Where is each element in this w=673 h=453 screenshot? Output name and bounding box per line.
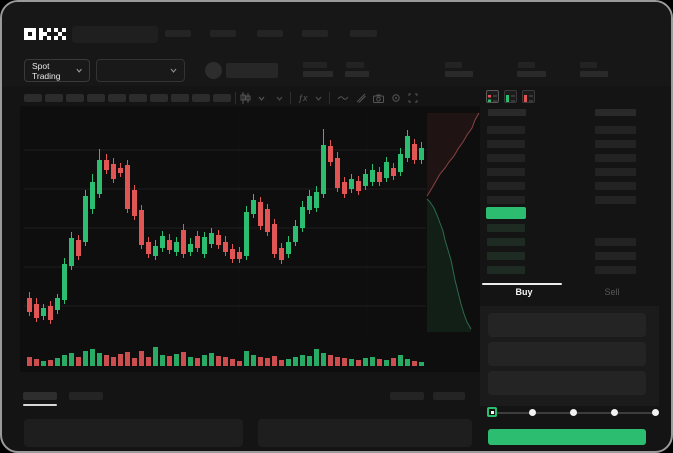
- nav-item-skeleton[interactable]: [165, 30, 191, 37]
- toolbar-chip-skeleton[interactable]: [213, 94, 231, 102]
- buy-tab-indicator: [482, 283, 562, 285]
- ask-amount-skeleton[interactable]: [595, 154, 636, 162]
- slider-stop[interactable]: [570, 409, 577, 416]
- buy-submit-button[interactable]: [488, 429, 646, 445]
- toolbar-chip-skeleton[interactable]: [66, 94, 84, 102]
- ask-amount-skeleton[interactable]: [595, 196, 636, 204]
- last-price-bar[interactable]: [486, 207, 526, 219]
- orderbook-header-skeleton: [595, 109, 636, 116]
- bid-price-skeleton[interactable]: [487, 252, 525, 260]
- divider: [328, 92, 330, 104]
- bid-amount-skeleton[interactable]: [595, 238, 636, 246]
- volume-layer: [27, 347, 424, 366]
- candlestick-chart[interactable]: [22, 108, 480, 370]
- book-bids-icon[interactable]: [504, 90, 517, 103]
- nav-item-skeleton[interactable]: [302, 30, 328, 37]
- draw-tool-icon[interactable]: [356, 93, 366, 103]
- ask-amount-skeleton[interactable]: [595, 182, 636, 190]
- toolbar-chip-skeleton[interactable]: [45, 94, 63, 102]
- ask-amount-skeleton[interactable]: [595, 140, 636, 148]
- pair-name-skeleton: [226, 63, 278, 78]
- ask-price-skeleton[interactable]: [487, 182, 525, 190]
- candle-style-icon[interactable]: [240, 92, 251, 104]
- bid-price-skeleton[interactable]: [487, 224, 525, 232]
- indicators-icon[interactable]: ƒx: [298, 93, 308, 103]
- active-tab-underline: [23, 404, 57, 406]
- toolbar-chip-skeleton[interactable]: [192, 94, 210, 102]
- slider-handle[interactable]: [487, 407, 497, 417]
- tab-buy[interactable]: Buy: [515, 287, 533, 297]
- ask-price-skeleton[interactable]: [487, 154, 525, 162]
- depth-overlay: [426, 112, 480, 332]
- book-all-icon[interactable]: [486, 90, 499, 103]
- coin-avatar: [205, 62, 222, 79]
- ask-price-skeleton[interactable]: [487, 126, 525, 134]
- slider-stop[interactable]: [611, 409, 618, 416]
- nav-item-skeleton[interactable]: [350, 30, 377, 37]
- bid-price-skeleton[interactable]: [487, 238, 525, 246]
- divider: [235, 92, 236, 104]
- spot-trading-dropdown[interactable]: Spot Trading: [24, 59, 90, 82]
- ask-amount-skeleton[interactable]: [595, 168, 636, 176]
- ask-price-skeleton[interactable]: [487, 196, 525, 204]
- toolbar-chip-skeleton[interactable]: [87, 94, 105, 102]
- chevron-down-icon: [170, 68, 177, 73]
- slider-stop[interactable]: [652, 409, 659, 416]
- nav-item-skeleton[interactable]: [257, 30, 283, 37]
- chevron-down-icon[interactable]: [315, 96, 322, 101]
- line-tool-icon[interactable]: [337, 94, 349, 102]
- tab-sell[interactable]: Sell: [604, 287, 620, 297]
- divider: [290, 92, 291, 104]
- pair-selector-dropdown[interactable]: [96, 59, 185, 82]
- order-input-skeleton[interactable]: [488, 342, 646, 366]
- orderbook-layout-switch: [486, 90, 535, 103]
- bottom-tab-skeleton[interactable]: [390, 392, 424, 400]
- toolbar-chip-skeleton[interactable]: [24, 94, 42, 102]
- okx-logo: OKX: [24, 28, 66, 46]
- bottom-tab-skeleton[interactable]: [69, 392, 103, 400]
- chart-toolbar: ƒx: [240, 90, 418, 106]
- chevron-down-icon: [76, 68, 82, 73]
- bottom-tab-skeleton[interactable]: [433, 392, 465, 400]
- settings-icon[interactable]: [391, 93, 401, 103]
- order-input-skeleton[interactable]: [488, 313, 646, 337]
- spot-trading-label: Spot Trading: [32, 60, 61, 81]
- orderbook-header-skeleton: [488, 109, 526, 116]
- book-asks-icon[interactable]: [522, 90, 535, 103]
- compare-chevron-icon[interactable]: [276, 96, 283, 101]
- toolbar-chip-skeleton[interactable]: [129, 94, 147, 102]
- ask-amount-skeleton[interactable]: [595, 126, 636, 134]
- bottom-panel-skeleton: [24, 419, 243, 447]
- fullscreen-icon[interactable]: [408, 93, 418, 103]
- chevron-down-icon[interactable]: [258, 96, 265, 101]
- camera-icon[interactable]: [372, 94, 384, 103]
- bid-amount-skeleton[interactable]: [595, 252, 636, 260]
- candles-layer: [27, 129, 424, 324]
- bottom-tab-active-skeleton[interactable]: [23, 392, 57, 400]
- ask-price-skeleton[interactable]: [487, 140, 525, 148]
- slider-stop[interactable]: [529, 409, 536, 416]
- toolbar-chip-skeleton[interactable]: [150, 94, 168, 102]
- bid-price-skeleton[interactable]: [487, 266, 525, 274]
- ask-price-skeleton[interactable]: [487, 168, 525, 176]
- toolbar-chip-skeleton[interactable]: [108, 94, 126, 102]
- toolbar-chip-skeleton[interactable]: [171, 94, 189, 102]
- bottom-panel-skeleton: [258, 419, 472, 447]
- nav-item-skeleton[interactable]: [210, 30, 236, 37]
- bid-amount-skeleton[interactable]: [595, 266, 636, 274]
- order-input-skeleton[interactable]: [488, 371, 646, 395]
- search-skeleton[interactable]: [72, 26, 158, 43]
